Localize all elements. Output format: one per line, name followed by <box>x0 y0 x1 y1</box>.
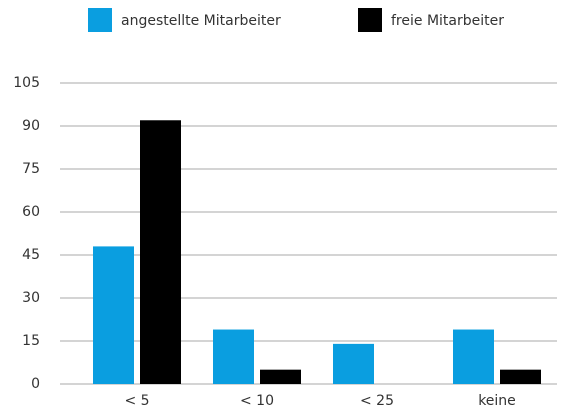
bar <box>140 120 181 385</box>
legend-label: freie Mitarbeiter <box>391 13 504 29</box>
x-tick-label: keine <box>478 393 516 409</box>
legend-label: angestellte Mitarbeiter <box>121 13 281 29</box>
y-tick-label: 90 <box>22 118 40 134</box>
x-tick-label: < 5 <box>124 393 149 409</box>
y-tick-label: 0 <box>31 376 40 392</box>
legend-swatch <box>88 8 112 32</box>
y-tick-label: 75 <box>22 161 40 177</box>
bar <box>93 246 134 384</box>
y-tick-label: 105 <box>13 75 40 91</box>
y-tick-label: 60 <box>22 204 40 220</box>
bar <box>213 329 254 384</box>
bar <box>500 369 541 384</box>
legend-swatch <box>358 8 382 32</box>
bar <box>260 369 301 384</box>
y-tick-label: 15 <box>22 333 40 349</box>
x-tick-label: < 10 <box>240 393 274 409</box>
y-tick-label: 30 <box>22 290 40 306</box>
bar <box>333 343 374 384</box>
x-tick-label: < 25 <box>360 393 394 409</box>
y-tick-label: 45 <box>22 247 40 263</box>
bar <box>453 329 494 384</box>
